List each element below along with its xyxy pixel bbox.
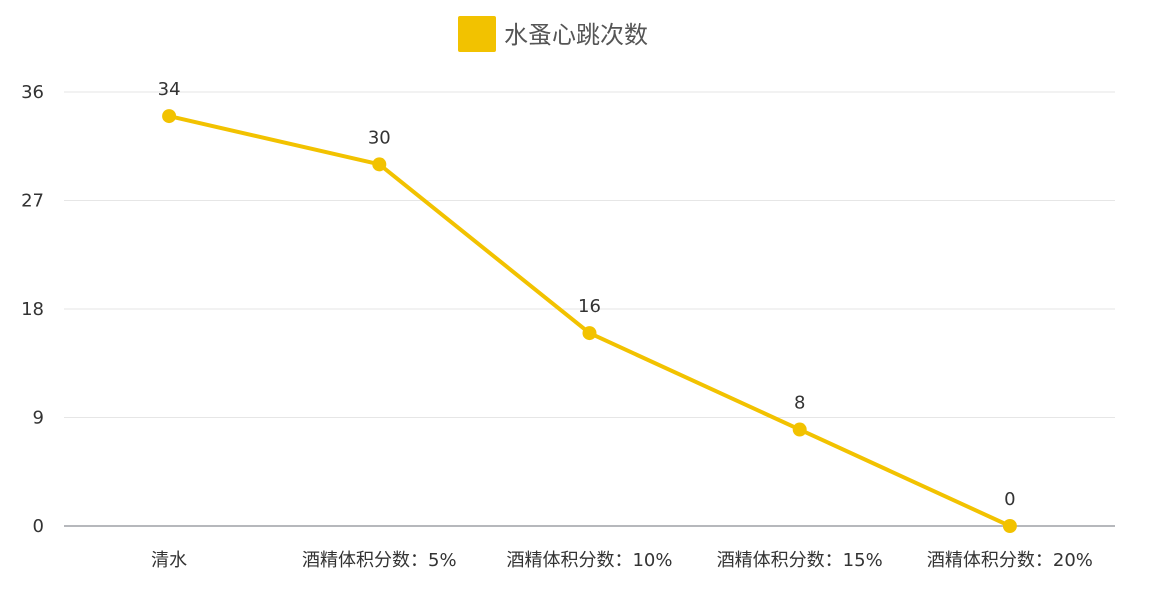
x-tick-label: 酒精体积分数：10%: [506, 550, 672, 571]
x-tick-label: 清水: [151, 550, 187, 571]
legend-label[interactable]: 水蚤心跳次数: [504, 21, 648, 49]
y-tick-label: 27: [21, 191, 44, 212]
x-tick-label: 酒精体积分数：5%: [302, 550, 457, 571]
data-point[interactable]: [162, 109, 177, 124]
data-label: 8: [794, 393, 805, 414]
data-label: 16: [578, 296, 601, 317]
y-tick-label: 9: [33, 408, 44, 429]
x-tick-label: 酒精体积分数：20%: [927, 550, 1093, 571]
grid-lines: [64, 91, 1115, 418]
legend[interactable]: 水蚤心跳次数: [458, 16, 648, 52]
x-tick-label: 酒精体积分数：15%: [717, 550, 883, 571]
series-line: [168, 114, 1011, 528]
data-point[interactable]: [582, 326, 597, 341]
data-point[interactable]: [372, 157, 387, 172]
legend-swatch[interactable]: [458, 16, 496, 52]
x-axis: 清水 酒精体积分数：5% 酒精体积分数：10% 酒精体积分数：15% 酒精体积分数：20…: [64, 525, 1115, 571]
data-labels: 34 30 16 8 0: [158, 79, 1016, 510]
data-point[interactable]: [792, 422, 807, 437]
data-label: 30: [368, 127, 391, 148]
data-points: [162, 109, 1017, 533]
y-tick-label: 0: [33, 516, 44, 537]
y-tick-label: 18: [21, 299, 44, 320]
y-axis: 0 9 18 27 36: [21, 82, 44, 537]
data-label: 0: [1004, 489, 1015, 510]
data-point[interactable]: [1002, 519, 1017, 533]
series-lines: [168, 114, 1011, 528]
y-tick-label: 36: [21, 82, 44, 103]
data-label: 34: [158, 79, 181, 100]
